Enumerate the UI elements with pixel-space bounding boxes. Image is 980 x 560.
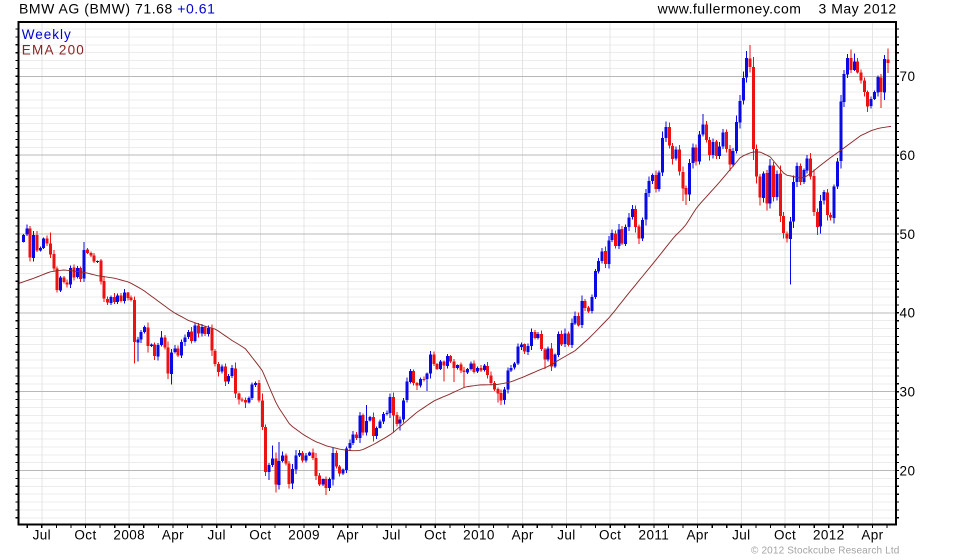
svg-text:3 May 2012: 3 May 2012 xyxy=(819,1,897,17)
svg-text:2008: 2008 xyxy=(113,528,145,543)
svg-text:Apr: Apr xyxy=(162,528,184,543)
svg-text:Jul: Jul xyxy=(732,528,750,543)
svg-text:EMA 200: EMA 200 xyxy=(22,43,85,58)
svg-text:2011: 2011 xyxy=(639,528,670,543)
svg-text:Jul: Jul xyxy=(207,528,225,543)
svg-text:Oct: Oct xyxy=(774,528,796,543)
svg-text:Oct: Oct xyxy=(74,528,96,543)
svg-text:Apr: Apr xyxy=(337,528,359,543)
svg-text:2010: 2010 xyxy=(463,528,495,543)
svg-text:50: 50 xyxy=(900,227,916,242)
svg-text:Jul: Jul xyxy=(557,528,575,543)
svg-text:BMW AG (BMW) 71.68 +0.61: BMW AG (BMW) 71.68 +0.61 xyxy=(19,1,215,17)
svg-text:70: 70 xyxy=(900,69,916,84)
svg-text:Jul: Jul xyxy=(33,528,51,543)
svg-text:30: 30 xyxy=(900,384,916,399)
svg-text:20: 20 xyxy=(900,463,916,478)
svg-text:Apr: Apr xyxy=(861,528,883,543)
svg-text:2012: 2012 xyxy=(813,528,845,543)
svg-text:40: 40 xyxy=(900,306,916,321)
svg-text:Jul: Jul xyxy=(382,528,400,543)
svg-text:Weekly: Weekly xyxy=(22,27,72,42)
svg-text:Oct: Oct xyxy=(249,528,271,543)
svg-text:Oct: Oct xyxy=(599,528,621,543)
svg-text:Apr: Apr xyxy=(512,528,534,543)
svg-text:60: 60 xyxy=(900,148,916,163)
svg-text:© 2012 Stockcube Research Ltd: © 2012 Stockcube Research Ltd xyxy=(751,546,899,557)
svg-text:www.fullermoney.com: www.fullermoney.com xyxy=(657,1,802,17)
svg-text:2009: 2009 xyxy=(288,528,320,543)
svg-text:Oct: Oct xyxy=(424,528,446,543)
svg-text:Apr: Apr xyxy=(686,528,708,543)
